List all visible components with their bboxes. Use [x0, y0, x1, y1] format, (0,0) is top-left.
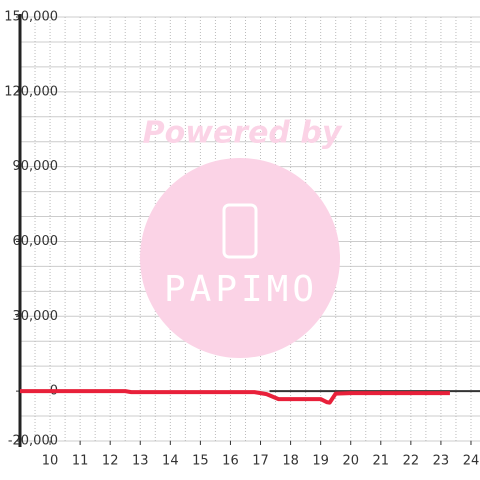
x-tick-label: 10 [42, 454, 59, 469]
y-tick-label: 90,000 [13, 159, 59, 174]
watermark-icon [222, 203, 258, 259]
x-tick-label: 16 [222, 454, 239, 469]
x-tick-label: 20 [342, 454, 359, 469]
y-tick-label: 60,000 [13, 234, 59, 249]
plot [16, 16, 480, 442]
x-tick-label: 18 [282, 454, 299, 469]
x-tick-label: 24 [463, 454, 480, 469]
x-tick-label: 21 [373, 454, 390, 469]
line [20, 389, 450, 405]
x-tick-label: 11 [72, 454, 89, 469]
y-tick-label: 150,000 [4, 10, 58, 25]
x-tick-label: 17 [252, 454, 269, 469]
x-tick-label: 15 [192, 454, 209, 469]
x-tick-label: 14 [162, 454, 179, 469]
x-tick-label: 12 [102, 454, 119, 469]
x-tick-label: 22 [403, 454, 420, 469]
watermark-text: Powered by [143, 116, 343, 151]
watermark-logo: PAPIMO [164, 269, 318, 310]
x-tick-label: 23 [433, 454, 450, 469]
y-tick-label: 120,000 [4, 84, 58, 99]
x-tick-label: 19 [312, 454, 329, 469]
x-tick-label: 13 [132, 454, 149, 469]
y-tick-label: 30,000 [13, 309, 59, 324]
